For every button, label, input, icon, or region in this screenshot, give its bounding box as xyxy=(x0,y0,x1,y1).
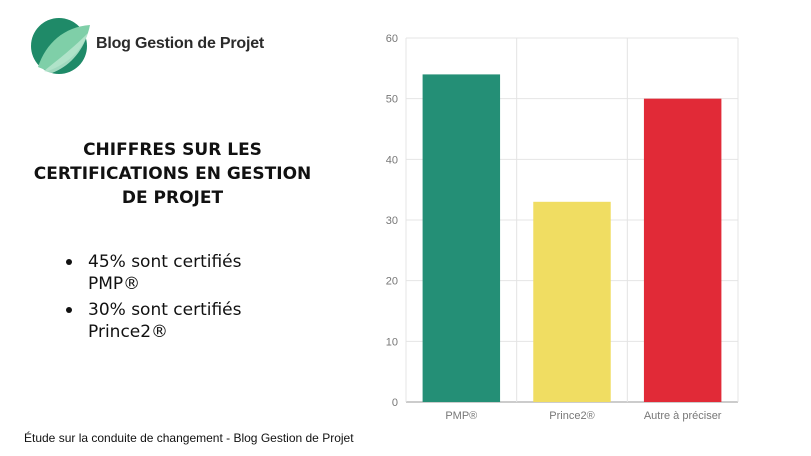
x-tick-label: Prince2® xyxy=(549,410,594,422)
page-title: CHIFFRES SUR LES CERTIFICATIONS EN GESTI… xyxy=(20,138,325,210)
list-item-text: Prince2® xyxy=(88,322,169,342)
list-item: 30% sont certifiés Prince2® xyxy=(66,299,348,343)
brand-name: Blog Gestion de Projet xyxy=(96,35,265,52)
bar xyxy=(533,201,611,402)
y-tick-label: 40 xyxy=(386,154,398,166)
bar xyxy=(422,74,501,403)
y-tick-label: 30 xyxy=(386,215,398,227)
list-item-text: PMP® xyxy=(88,274,141,294)
key-figures-list: 45% sont certifiés PMP® 30% sont certifi… xyxy=(52,251,348,347)
list-item: 45% sont certifiés PMP® xyxy=(66,251,348,295)
list-item-text: 30% sont certifiés xyxy=(88,300,242,320)
title-line: CERTIFICATIONS EN GESTION xyxy=(33,164,312,184)
y-tick-label: 60 xyxy=(386,33,398,45)
y-tick-label: 50 xyxy=(386,94,398,106)
x-tick-label: PMP® xyxy=(445,410,477,422)
y-tick-label: 10 xyxy=(386,336,398,348)
title-line: DE PROJET xyxy=(121,188,224,208)
leaf-logo-icon xyxy=(31,18,90,74)
title-line: CHIFFRES SUR LES xyxy=(83,140,262,160)
certification-bar-chart: 0 10 20 30 40 50 60 PMP® Prince2® Autre à précise… xyxy=(386,33,739,422)
x-tick-label: Autre à préciser xyxy=(644,410,722,422)
source-caption: Étude sur la conduite de changement - Bl… xyxy=(24,431,354,445)
brand-logo: Blog Gestion de Projet xyxy=(30,17,270,77)
list-item-text: 45% sont certifiés xyxy=(88,252,242,272)
y-tick-label: 20 xyxy=(386,276,398,288)
bar xyxy=(643,98,722,403)
y-tick-label: 0 xyxy=(392,397,398,409)
